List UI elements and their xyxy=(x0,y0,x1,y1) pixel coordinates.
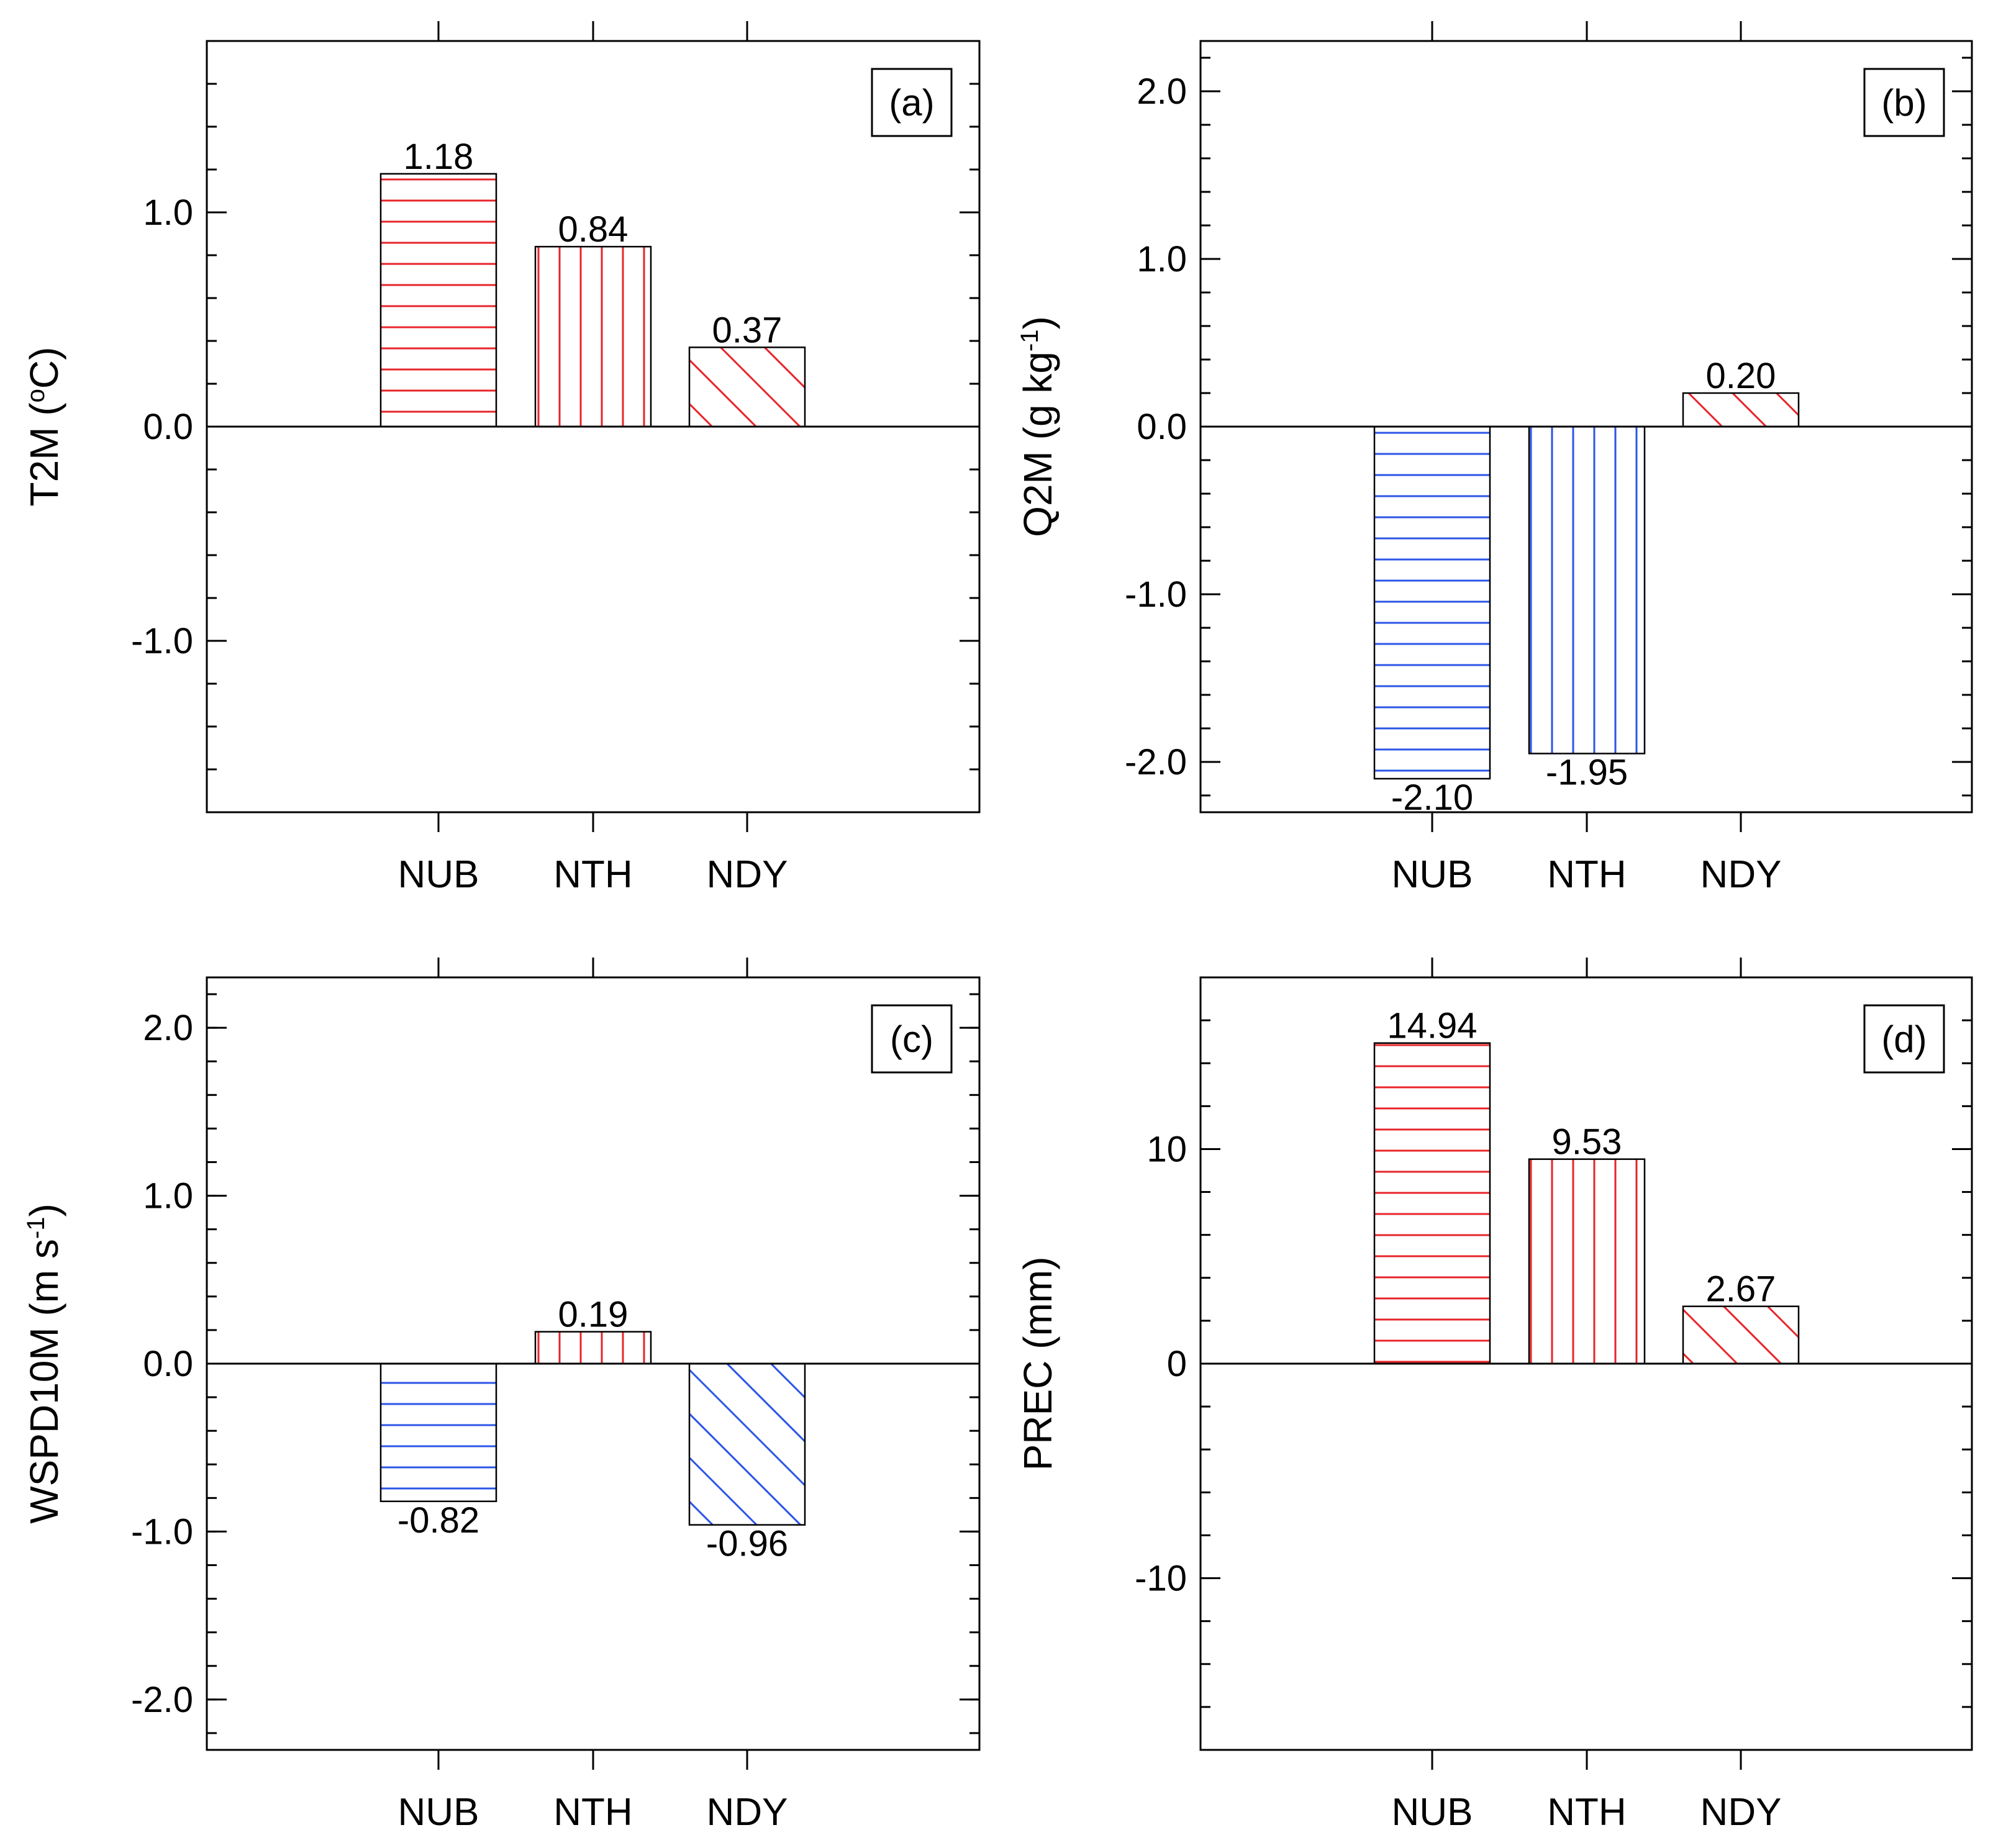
y-tick-label: -2.0 xyxy=(1125,742,1187,782)
x-tick-label: NUB xyxy=(1392,1791,1473,1834)
panel-a: T2M (oC) 1.18 0.84 0.37 1.0 0.0 -1.0 NUB NTH NDY… xyxy=(22,21,981,896)
y-tick-label: 0.0 xyxy=(143,407,193,447)
x-tick-label: NTH xyxy=(553,1791,632,1834)
x-tick-label: NTH xyxy=(1547,1791,1626,1834)
bar-fill-ndy xyxy=(1683,393,1799,427)
panel-c: WSPD10M (m s-1) -0.82 0.19 -0.96 2.0 1.0 0.0 -… xyxy=(22,958,981,1834)
bar-fill-nub xyxy=(1374,427,1490,779)
y-tick-label: 10 xyxy=(1146,1129,1187,1169)
data-label: -0.96 xyxy=(706,1524,788,1564)
y-axis-label-text: Q2M (g kg xyxy=(1015,351,1060,537)
bar-fill-nth xyxy=(1529,427,1645,754)
y-axis-label: WSPD10M (m s-1) xyxy=(22,1203,66,1524)
panel-label-box xyxy=(1863,1004,1945,1074)
panel-label: (b) xyxy=(1881,82,1927,124)
bar-fill-nth xyxy=(535,1331,651,1364)
bar-fill-nth xyxy=(1529,1159,1645,1364)
data-label: 1.18 xyxy=(404,137,474,177)
data-label: 0.19 xyxy=(558,1295,629,1335)
y-axis-label-after: ) xyxy=(22,1203,66,1216)
y-tick-label: 2.0 xyxy=(143,1008,193,1048)
x-tick-label: NDY xyxy=(707,853,788,896)
bar-fill-ndy xyxy=(689,1364,805,1525)
bar-fill-nub xyxy=(1374,1043,1490,1364)
y-tick-label: 1.0 xyxy=(143,1176,193,1216)
y-axis-label: T2M (oC) xyxy=(22,347,66,507)
bar-fill-ndy xyxy=(689,347,805,427)
data-label: -1.95 xyxy=(1546,753,1628,793)
data-label: 2.67 xyxy=(1706,1269,1776,1310)
panel-label-box xyxy=(1863,68,1945,137)
y-axis-label: Q2M (g kg-1) xyxy=(1015,316,1060,537)
panel-label-box xyxy=(871,1004,953,1074)
y-tick-label: 0.0 xyxy=(143,1344,193,1384)
data-label: 0.37 xyxy=(712,310,783,350)
y-axis-label-sup: o xyxy=(22,389,50,402)
y-axis-label-after: C) xyxy=(22,347,66,389)
data-label: 9.53 xyxy=(1552,1122,1622,1162)
y-tick-label: -1.0 xyxy=(1125,574,1187,615)
y-axis-label: PREC (mm) xyxy=(1015,1257,1060,1471)
data-label: -2.10 xyxy=(1391,777,1473,818)
y-tick-label: 2.0 xyxy=(1137,71,1187,112)
x-tick-label: NDY xyxy=(1700,853,1782,896)
y-tick-label: -10 xyxy=(1135,1559,1187,1599)
y-axis-label-text: PREC (mm) xyxy=(1015,1257,1060,1471)
panel-b: Q2M (g kg-1) -2.10 -1.95 0.20 2.0 1.0 0.0 -1.0… xyxy=(1015,21,1973,896)
data-label: 0.84 xyxy=(558,209,629,250)
y-axis-label-text: WSPD10M (m s xyxy=(22,1239,66,1524)
x-tick-label: NTH xyxy=(1547,853,1626,896)
panel-label: (a) xyxy=(889,82,934,124)
panel-d: PREC (mm) 14.94 9.53 2.67 10 0 -10 NUB NTH NDY (d… xyxy=(1015,958,1973,1834)
x-tick-label: NDY xyxy=(707,1791,788,1834)
bar-fill-nth xyxy=(535,247,651,427)
data-label: 14.94 xyxy=(1387,1006,1477,1046)
x-tick-label: NUB xyxy=(398,1791,479,1834)
data-label: 0.20 xyxy=(1706,356,1776,396)
bar-fill-nub xyxy=(381,1364,496,1502)
panel-label: (d) xyxy=(1881,1018,1927,1060)
y-tick-label: -1.0 xyxy=(131,621,193,661)
y-axis-label-sup: -1 xyxy=(22,1217,50,1239)
panel-label: (c) xyxy=(890,1018,933,1060)
y-axis-label-after: ) xyxy=(1015,316,1060,329)
panel-label-box xyxy=(871,68,953,137)
x-tick-label: NUB xyxy=(398,853,479,896)
y-axis-label-text: T2M ( xyxy=(22,402,66,506)
x-tick-label: NTH xyxy=(553,853,632,896)
y-tick-label: 1.0 xyxy=(1137,239,1187,279)
y-axis-label-sup: -1 xyxy=(1016,329,1043,351)
data-label: -0.82 xyxy=(397,1500,479,1541)
y-tick-label: 0.0 xyxy=(1137,407,1187,447)
bar-fill-nub xyxy=(381,173,496,427)
y-tick-label: 1.0 xyxy=(143,192,193,233)
bar-fill-ndy xyxy=(1683,1306,1799,1364)
y-tick-label: -2.0 xyxy=(131,1680,193,1720)
y-tick-label: 0 xyxy=(1167,1344,1187,1384)
x-tick-label: NUB xyxy=(1392,853,1473,896)
y-tick-label: -1.0 xyxy=(131,1511,193,1552)
x-tick-label: NDY xyxy=(1700,1791,1782,1834)
